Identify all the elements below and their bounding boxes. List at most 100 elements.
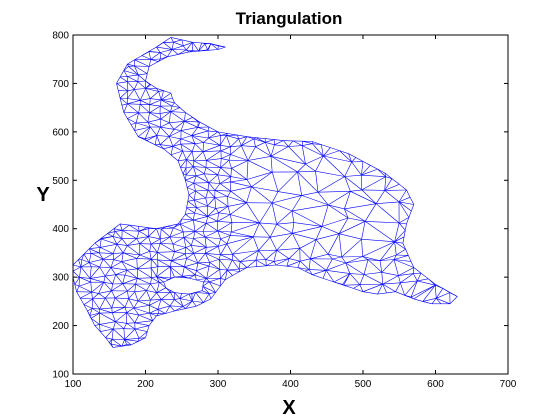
mesh-edge [205, 216, 208, 224]
mesh-edge [286, 260, 301, 267]
mesh-edge [305, 163, 316, 172]
mesh-edge [107, 233, 114, 237]
mesh-edge [410, 280, 418, 298]
x-tick-label: 300 [210, 379, 227, 390]
mesh-edge [398, 201, 414, 205]
mesh-edge [94, 324, 100, 326]
mesh-edge [89, 247, 101, 249]
mesh-edge [136, 236, 149, 239]
mesh-edge [230, 176, 248, 180]
mesh-edge [134, 322, 150, 326]
mesh-edge [111, 339, 113, 345]
mesh-edge [394, 236, 405, 243]
mesh-edge [137, 299, 151, 302]
mesh-edge [265, 259, 274, 262]
mesh-edge [186, 187, 190, 195]
mesh-edge [137, 80, 146, 82]
mesh-edge [99, 308, 113, 314]
mesh-edge [220, 145, 231, 148]
mesh-edge [135, 283, 147, 291]
mesh-edge [122, 230, 140, 232]
mesh-edge [332, 258, 346, 264]
mesh-edge [89, 258, 104, 263]
mesh-edge [160, 90, 164, 100]
mesh-edge [288, 140, 294, 147]
mesh-edge [113, 228, 123, 231]
mesh-edge [89, 248, 92, 254]
mesh-edge [215, 206, 229, 209]
mesh-edge [193, 231, 196, 239]
mesh-edge [202, 286, 210, 294]
mesh-edge [203, 298, 211, 303]
mesh-edge [127, 89, 135, 99]
mesh-edge [312, 143, 324, 157]
mesh-edge [157, 309, 166, 314]
triangle-mesh [72, 37, 458, 348]
mesh-edge [315, 239, 329, 255]
mesh-edge [170, 37, 182, 41]
mesh-edge [134, 65, 150, 67]
mesh-edge [103, 276, 106, 283]
mesh-edge [384, 176, 387, 191]
mesh-edge [197, 262, 210, 264]
mesh-edge [240, 250, 259, 262]
mesh-edge [218, 246, 221, 255]
mesh-edge [209, 281, 216, 293]
mesh-edge [191, 151, 195, 161]
y-axis-ticks: 100 200 300 400 500 600 700 800 [52, 31, 508, 381]
y-tick-label: 700 [52, 79, 69, 90]
mesh-edge [246, 171, 273, 180]
mesh-edge [291, 210, 295, 223]
mesh-edge [206, 160, 221, 168]
mesh-edge [127, 59, 135, 65]
mesh-edge [193, 220, 196, 232]
mesh-edge [150, 52, 161, 60]
mesh-edge [202, 223, 207, 232]
mesh-edge [138, 314, 153, 321]
mesh-edge [141, 55, 151, 60]
mesh-edge [208, 293, 212, 299]
mesh-edge [220, 133, 228, 136]
mesh-edge [196, 279, 204, 283]
mesh-edge [99, 324, 101, 332]
mesh-edge [196, 207, 208, 217]
mesh-edge [184, 112, 186, 122]
mesh-edge [76, 285, 80, 292]
mesh-edge [203, 150, 221, 152]
mesh-edge [209, 292, 216, 294]
mesh-edge [209, 265, 220, 270]
mesh-edge [103, 258, 114, 260]
mesh-edge [251, 171, 273, 188]
mesh-edge [149, 312, 154, 321]
mesh-edge [130, 124, 135, 131]
mesh-edge [341, 238, 362, 258]
mesh-edge [170, 111, 186, 113]
mesh-edge [160, 243, 175, 252]
mesh-edge [259, 202, 273, 224]
mesh-edge [167, 223, 179, 227]
mesh-edge [103, 253, 114, 260]
mesh-edge [206, 246, 219, 248]
mesh-edge [365, 221, 400, 224]
mesh-edge [288, 145, 303, 147]
mesh-edge [105, 337, 110, 343]
mesh-edge [149, 104, 161, 107]
mesh-edge [128, 65, 135, 67]
mesh-edge [247, 156, 272, 161]
mesh-edge [246, 160, 249, 180]
mesh-edge [157, 259, 171, 267]
mesh-edge [112, 231, 116, 237]
mesh-edge [170, 111, 185, 122]
mesh-edge [206, 269, 220, 279]
mesh-edge [138, 226, 140, 232]
mesh-edge [413, 284, 436, 300]
mesh-edge [217, 131, 228, 134]
mesh-edge [177, 160, 181, 168]
mesh-edge [124, 307, 127, 313]
mesh-edge [384, 172, 393, 179]
mesh-edge [398, 201, 410, 218]
mesh-edge [218, 45, 226, 48]
mesh-edge [231, 222, 260, 224]
mesh-edge [206, 266, 210, 279]
mesh-edge [100, 233, 108, 239]
